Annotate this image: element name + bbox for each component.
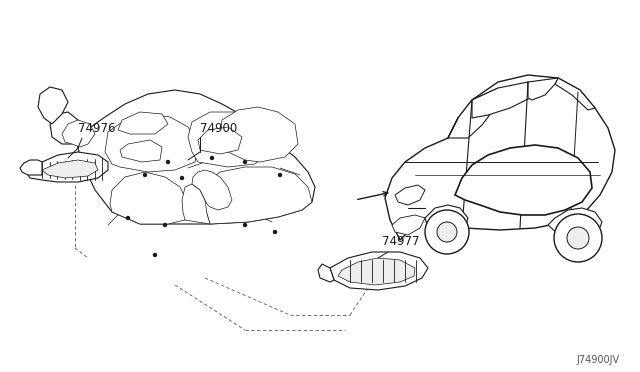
Circle shape bbox=[567, 227, 589, 249]
Polygon shape bbox=[455, 145, 592, 215]
Polygon shape bbox=[385, 75, 615, 240]
Polygon shape bbox=[330, 252, 428, 290]
Polygon shape bbox=[118, 112, 168, 134]
Polygon shape bbox=[28, 152, 108, 182]
Polygon shape bbox=[50, 90, 315, 224]
Polygon shape bbox=[120, 140, 162, 162]
Polygon shape bbox=[338, 258, 415, 285]
Circle shape bbox=[554, 214, 602, 262]
Circle shape bbox=[154, 253, 157, 257]
Polygon shape bbox=[548, 208, 602, 238]
Polygon shape bbox=[192, 170, 232, 210]
Polygon shape bbox=[110, 172, 188, 224]
Polygon shape bbox=[425, 205, 468, 232]
Circle shape bbox=[127, 217, 129, 219]
Polygon shape bbox=[38, 87, 68, 124]
Polygon shape bbox=[528, 78, 558, 100]
Polygon shape bbox=[555, 78, 595, 110]
Polygon shape bbox=[472, 82, 530, 118]
Polygon shape bbox=[62, 120, 95, 147]
Polygon shape bbox=[105, 114, 198, 172]
Circle shape bbox=[437, 222, 457, 242]
Circle shape bbox=[211, 157, 214, 160]
Circle shape bbox=[243, 160, 246, 164]
Circle shape bbox=[180, 176, 184, 180]
Text: 74977: 74977 bbox=[382, 235, 419, 248]
Polygon shape bbox=[202, 167, 312, 224]
Circle shape bbox=[166, 160, 170, 164]
Polygon shape bbox=[392, 215, 425, 235]
Polygon shape bbox=[42, 160, 98, 178]
Circle shape bbox=[243, 224, 246, 227]
Polygon shape bbox=[198, 127, 242, 154]
Circle shape bbox=[143, 173, 147, 176]
Polygon shape bbox=[220, 107, 298, 162]
Text: 74900: 74900 bbox=[200, 122, 237, 135]
Polygon shape bbox=[182, 184, 210, 224]
Polygon shape bbox=[318, 264, 334, 282]
Circle shape bbox=[278, 173, 282, 176]
Circle shape bbox=[163, 224, 166, 227]
Polygon shape bbox=[188, 112, 270, 167]
Text: 74976: 74976 bbox=[78, 122, 115, 135]
Polygon shape bbox=[448, 88, 498, 138]
Circle shape bbox=[273, 231, 276, 234]
Circle shape bbox=[425, 210, 469, 254]
Text: J74900JV: J74900JV bbox=[577, 355, 620, 365]
Polygon shape bbox=[395, 185, 425, 205]
Polygon shape bbox=[20, 160, 42, 175]
